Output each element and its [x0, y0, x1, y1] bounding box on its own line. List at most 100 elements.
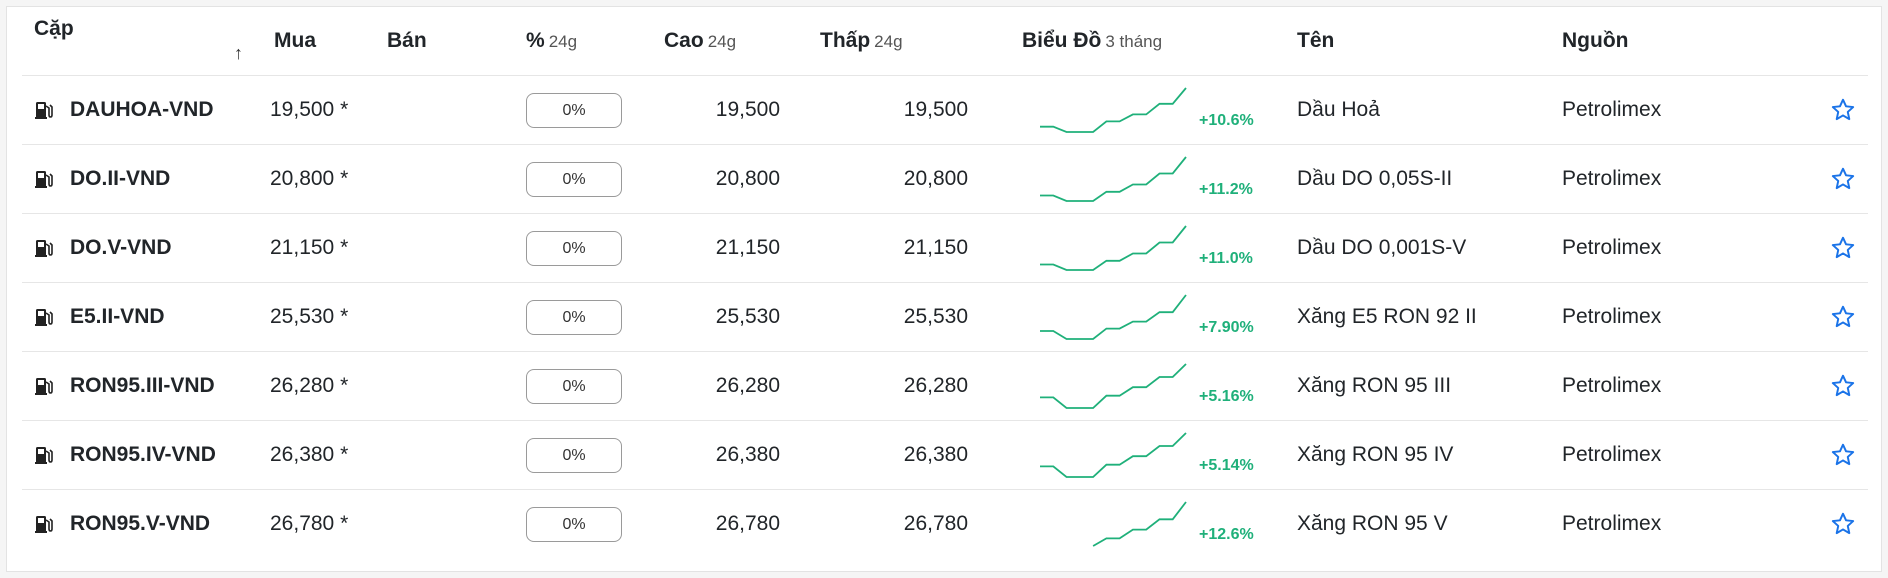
sparkline-path: [1040, 294, 1187, 340]
header-chart: Biểu Đồ 3 tháng: [978, 7, 1259, 76]
header-pct[interactable]: % 24g: [504, 7, 642, 76]
fuel-pump-icon: [35, 516, 53, 533]
sparkline-cell: +7.90%: [978, 282, 1259, 352]
sell-price: [367, 420, 504, 490]
favorite-cell: [1724, 490, 1868, 559]
pair-symbol[interactable]: DO.II-VND: [70, 167, 171, 190]
table-row[interactable]: RON95.IV-VND 26,380 * 0% 26,380 26,380 +…: [22, 420, 1868, 490]
buy-price: 26,780 *: [270, 512, 349, 535]
star-outline-icon[interactable]: [1830, 97, 1856, 123]
header-name[interactable]: Tên: [1259, 7, 1524, 76]
sparkline-path: [1040, 225, 1187, 271]
fuel-name: Xăng RON 95 III: [1259, 351, 1524, 421]
pct-cell: 0%: [504, 420, 642, 490]
sell-price: [367, 490, 504, 559]
high-price: 21,150: [642, 213, 790, 283]
header-pct-sub: 24g: [548, 32, 578, 51]
sparkline-cell: +11.2%: [978, 144, 1259, 214]
favorite-cell: [1724, 213, 1868, 283]
low-price: 26,280: [790, 351, 978, 421]
price-sparkline: [1040, 363, 1187, 409]
price-sparkline: [1040, 225, 1187, 271]
pair-cell[interactable]: DO.V-VND: [22, 213, 270, 283]
buy-price: 21,150 *: [270, 213, 367, 283]
fuel-pump-icon: [35, 447, 53, 464]
sparkline-cell: +5.16%: [978, 351, 1259, 421]
sparkline-path: [1040, 87, 1187, 133]
table-row[interactable]: DO.II-VND 20,800 * 0% 20,800 20,800 +11.…: [22, 144, 1868, 214]
sparkline-path: [1040, 156, 1187, 202]
header-sell[interactable]: Bán: [367, 7, 504, 76]
fuel-name: Xăng E5 RON 92 II: [1259, 282, 1524, 352]
favorite-cell: [1724, 282, 1868, 352]
source-name: Petrolimex: [1524, 144, 1724, 214]
pair-cell[interactable]: E5.II-VND: [22, 282, 270, 352]
table-row[interactable]: RON95.III-VND 26,280 * 0% 26,280 26,280 …: [22, 351, 1868, 421]
pair-symbol[interactable]: RON95.III-VND: [70, 374, 215, 397]
three-month-change: +7.90%: [1199, 319, 1254, 336]
high-price: 26,280: [642, 351, 790, 421]
source-name: Petrolimex: [1524, 75, 1724, 145]
star-outline-icon[interactable]: [1830, 373, 1856, 399]
price-table: Cặp ↑ Mua Bán % 24g Cao 24g Thấp 24g Biểu Đ…: [22, 7, 1868, 558]
header-high[interactable]: Cao 24g: [642, 7, 790, 76]
table-row[interactable]: DO.V-VND 21,150 * 0% 21,150 21,150 +11.0…: [22, 213, 1868, 283]
three-month-change: +11.2%: [1199, 181, 1253, 198]
pct-cell: 0%: [504, 213, 642, 283]
pct-cell: 0%: [504, 351, 642, 421]
pair-symbol[interactable]: RON95.IV-VND: [70, 443, 216, 466]
header-buy[interactable]: Mua: [270, 7, 367, 76]
fuel-name: Dầu DO 0,05S-II: [1259, 144, 1524, 214]
favorite-cell: [1724, 75, 1868, 145]
sparkline-path: [1092, 501, 1187, 547]
pct-change-button[interactable]: 0%: [526, 230, 622, 266]
pct-change-button[interactable]: 0%: [526, 437, 622, 473]
three-month-change: +5.16%: [1199, 388, 1254, 405]
table-row[interactable]: E5.II-VND 25,530 * 0% 25,530 25,530 +7.9…: [22, 282, 1868, 352]
pair-symbol[interactable]: RON95.V-VND: [70, 512, 211, 535]
pair-cell[interactable]: RON95.V-VND: [22, 490, 270, 559]
sell-price: [367, 282, 504, 352]
pair-symbol[interactable]: DAUHOA-VND: [70, 98, 214, 121]
low-price: 21,150: [790, 213, 978, 283]
star-outline-icon[interactable]: [1830, 511, 1856, 537]
pair-cell[interactable]: RON95.III-VND: [22, 351, 270, 421]
favorite-cell: [1724, 144, 1868, 214]
source-name: Petrolimex: [1524, 351, 1724, 421]
header-low[interactable]: Thấp 24g: [790, 7, 978, 76]
pair-symbol[interactable]: E5.II-VND: [70, 305, 165, 328]
low-price: 20,800: [790, 144, 978, 214]
pct-change-button[interactable]: 0%: [526, 299, 622, 335]
buy-price: 26,380 *: [270, 420, 367, 490]
pair-symbol[interactable]: DO.V-VND: [70, 236, 172, 259]
table-body: DAUHOA-VND 19,500 * 0% 19,500 19,500 +10…: [22, 75, 1868, 559]
price-sparkline: [1040, 294, 1187, 340]
table-row[interactable]: DAUHOA-VND 19,500 * 0% 19,500 19,500 +10…: [22, 75, 1868, 145]
header-pair[interactable]: Cặp ↑: [22, 7, 270, 76]
pct-cell: 0%: [504, 490, 642, 559]
high-price: 26,780: [715, 512, 780, 535]
star-outline-icon[interactable]: [1830, 235, 1856, 261]
pct-change-button[interactable]: 0%: [526, 161, 622, 197]
star-outline-icon[interactable]: [1830, 304, 1856, 330]
table-row[interactable]: RON95.V-VND 26,780 * 0% 26,780 26,780 +1…: [22, 490, 1868, 559]
sparkline-cell: +11.0%: [978, 213, 1259, 283]
pct-cell: 0%: [504, 144, 642, 214]
low-price: 25,530: [790, 282, 978, 352]
header-source[interactable]: Nguồn: [1524, 7, 1724, 76]
sort-arrow-icon[interactable]: ↑: [234, 43, 243, 63]
header-chart-sub: 3 tháng: [1105, 32, 1163, 51]
buy-price: 25,530 *: [270, 282, 367, 352]
star-outline-icon[interactable]: [1830, 442, 1856, 468]
pct-change-button[interactable]: 0%: [526, 92, 622, 128]
low-price: 19,500: [790, 75, 978, 145]
pair-cell[interactable]: RON95.IV-VND: [22, 420, 270, 490]
pair-cell[interactable]: DO.II-VND: [22, 144, 270, 214]
fuel-pump-icon: [35, 309, 53, 326]
pair-cell[interactable]: DAUHOA-VND: [22, 75, 270, 145]
pct-change-button[interactable]: 0%: [526, 506, 622, 542]
price-table-panel: Cặp ↑ Mua Bán % 24g Cao 24g Thấp 24g Biểu Đ…: [6, 6, 1882, 572]
pct-change-button[interactable]: 0%: [526, 368, 622, 404]
three-month-change: +12.6%: [1199, 526, 1254, 543]
star-outline-icon[interactable]: [1830, 166, 1856, 192]
